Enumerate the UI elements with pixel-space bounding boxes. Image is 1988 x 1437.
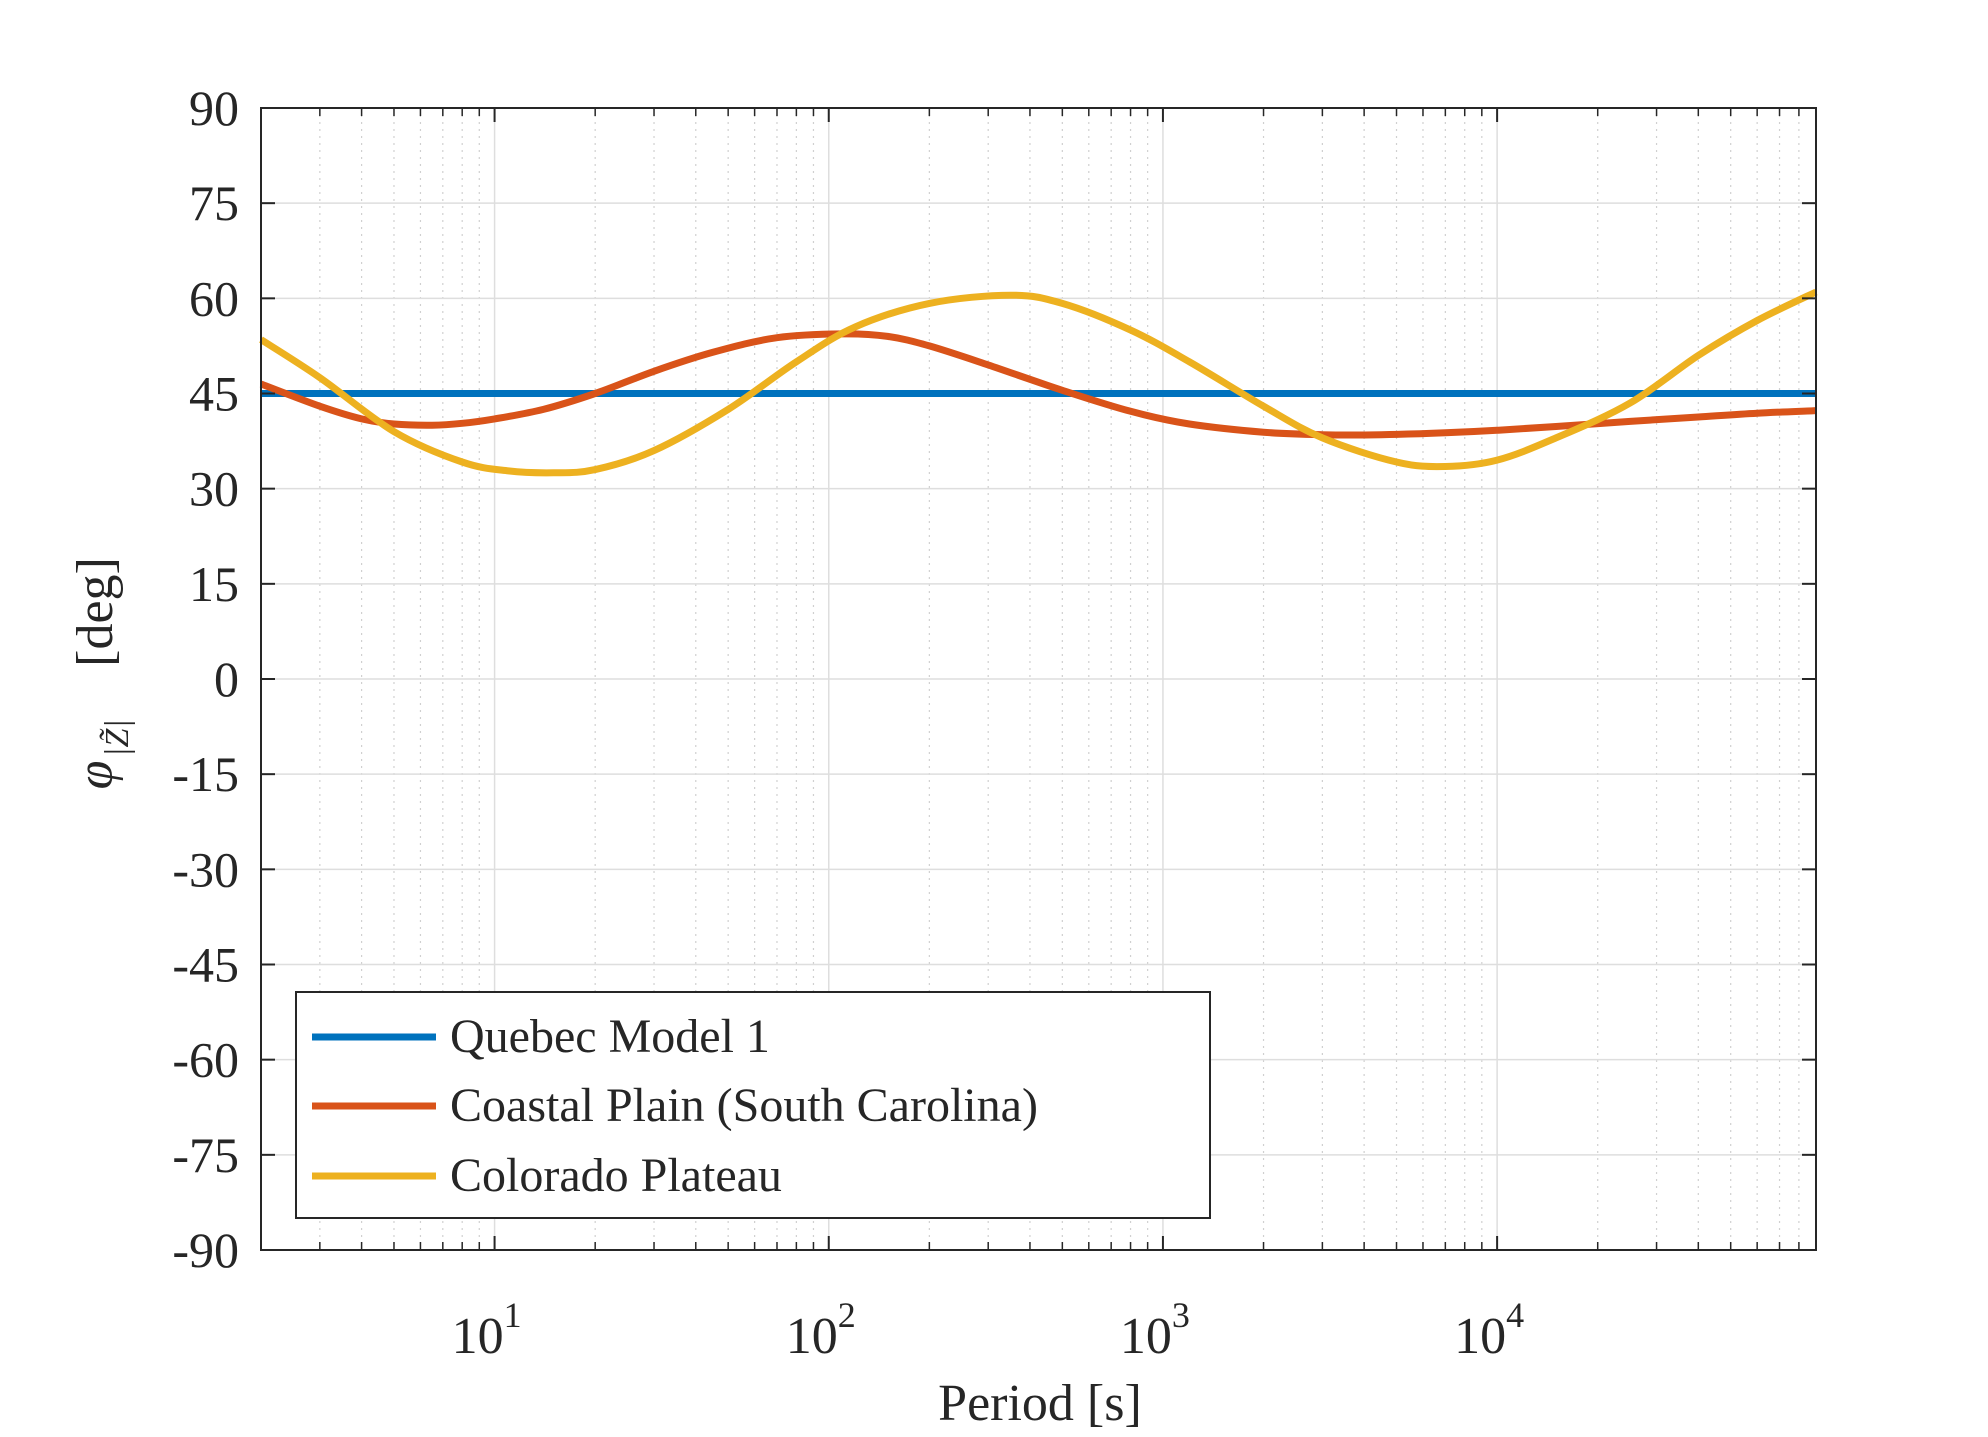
legend-label-quebec: Quebec Model 1 bbox=[450, 1010, 770, 1063]
y-tick-label: -90 bbox=[172, 1222, 239, 1278]
y-tick-label: -45 bbox=[172, 937, 239, 993]
y-tick-label: 90 bbox=[189, 80, 239, 136]
y-tick-label: 45 bbox=[189, 366, 239, 422]
series-line-2 bbox=[259, 288, 1818, 477]
y-tick-label: 30 bbox=[189, 461, 239, 517]
legend-label-colorado: Colorado Plateau bbox=[450, 1149, 782, 1202]
legend: Quebec Model 1 Coastal Plain (South Caro… bbox=[295, 991, 1211, 1219]
y-tick-label: 0 bbox=[214, 651, 239, 707]
x-tick-label-exponent: 1 bbox=[504, 1295, 522, 1335]
y-tick-label: -60 bbox=[172, 1032, 239, 1088]
y-tick-label: -15 bbox=[172, 746, 239, 802]
y-axis-label-unit: [deg] bbox=[67, 557, 124, 667]
y-tick-label: 75 bbox=[189, 175, 239, 231]
y-axis-label-subscript: |Z̃| bbox=[99, 719, 136, 757]
y-axis-label-symbol: φ bbox=[67, 761, 124, 790]
y-tick-label: -30 bbox=[172, 841, 239, 897]
y-tick-label: 60 bbox=[189, 270, 239, 326]
x-tick-label-exponent: 2 bbox=[838, 1295, 856, 1335]
series-line-1 bbox=[259, 330, 1817, 439]
series-lines bbox=[259, 288, 1818, 477]
legend-box bbox=[295, 991, 1211, 1219]
x-axis-label: Period [s] bbox=[938, 1375, 1142, 1432]
y-tick-label: 15 bbox=[189, 556, 239, 612]
x-tick-label-exponent: 4 bbox=[1506, 1295, 1524, 1335]
x-tick-label-exponent: 3 bbox=[1172, 1295, 1190, 1335]
legend-label-coastal: Coastal Plain (South Carolina) bbox=[450, 1079, 1038, 1132]
y-tick-label: -75 bbox=[172, 1127, 239, 1183]
y-axis-label: φ |Z̃| [deg] bbox=[67, 557, 136, 789]
